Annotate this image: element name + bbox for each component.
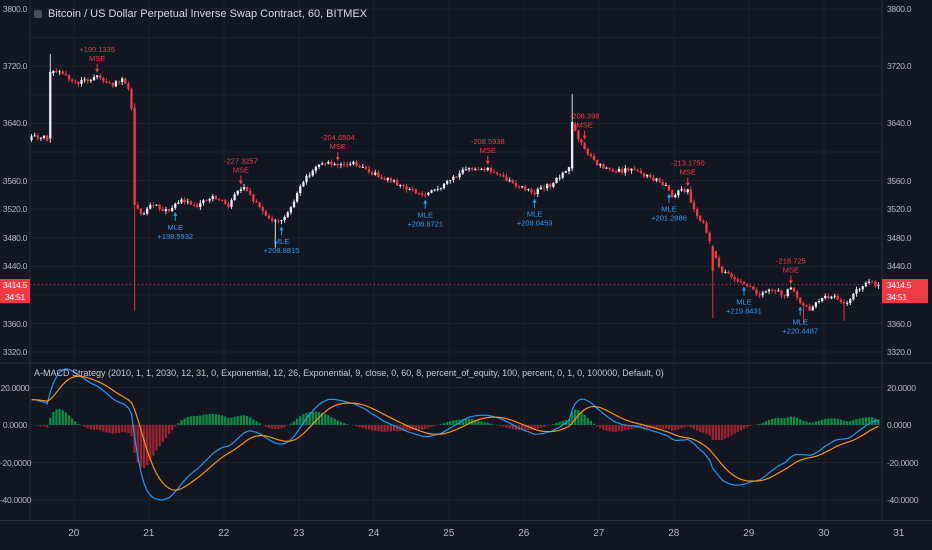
countdown-label-right: 34:51 (882, 290, 928, 303)
axis-tick-label: 3520.0 (2, 204, 28, 215)
trade-marker-long-value: +201.2886 (651, 213, 687, 222)
axis-tick-label: 3480.0 (2, 232, 28, 243)
last-price-label-left: 3414.5 (0, 278, 30, 291)
time-tick-label: 21 (143, 528, 155, 539)
trade-marker-short-label: MSE (576, 121, 592, 130)
axis-tick-label: -40.0000 (0, 495, 32, 505)
axis-tick-label: -20.0000 (887, 457, 919, 468)
time-tick-label: 20 (68, 528, 80, 539)
axis-tick-label: 3320.0 (887, 347, 912, 358)
axis-tick-label: 3640.0 (887, 118, 912, 129)
trade-marker-short-label: MSE (330, 142, 346, 151)
axis-tick-label: 3800.0 (887, 4, 912, 14)
axis-tick-label: 20.0000 (887, 382, 916, 393)
axis-tick-label: 3720.0 (2, 61, 28, 72)
trade-marker-long-label: MLE (418, 211, 433, 220)
trade-marker-short-label: MSE (233, 166, 249, 175)
time-tick-label: 22 (218, 528, 230, 539)
trade-marker-long-value: +208.8815 (264, 246, 300, 255)
time-tick-label: 26 (518, 528, 530, 539)
axis-tick-label: 3800.0 (2, 4, 28, 14)
time-tick-label: 27 (593, 528, 605, 539)
axis-tick-label: 20.0000 (0, 382, 30, 393)
indicator-title-text: A-MACD Strategy (2010, 1, 1, 2030, 12, 3… (34, 368, 664, 378)
axis-tick-label: 0.0000 (887, 420, 912, 430)
time-tick-label: 29 (743, 528, 755, 539)
time-tick-label: 30 (818, 528, 830, 539)
trade-marker-short-value: -208.5938 (471, 137, 505, 146)
trade-marker-short-label: MSE (680, 168, 696, 177)
trade-marker-short-value: -213.1750 (671, 159, 705, 168)
axis-tick-label: 3720.0 (887, 61, 912, 72)
price-axis-right[interactable]: 3800.0 3720.0 3640.0 3560.0 3520.0 3480.0 3440… (882, 0, 932, 520)
trade-marker-long-label: MLE (736, 297, 751, 306)
symbol-title-text: Bitcoin / US Dollar Perpetual Inverse Sw… (48, 8, 368, 20)
time-tick-label: 28 (668, 528, 680, 539)
axis-tick-label: -20.0000 (0, 457, 32, 468)
axis-tick-label: 3360.0 (887, 318, 912, 329)
axis-tick-label: 0.0000 (2, 420, 28, 430)
trade-marker-short-value: -208.398 (570, 112, 600, 121)
time-tick-label: 24 (368, 528, 380, 539)
axis-tick-label: 3440.0 (887, 261, 912, 272)
trade-marker-short-value: -204.6504 (321, 133, 355, 142)
trade-marker-long-label: MLE (527, 210, 542, 219)
axis-tick-label: 3520.0 (887, 204, 912, 215)
indicator-title[interactable]: A-MACD Strategy (2010, 1, 1, 2030, 12, 3… (34, 368, 664, 378)
trade-marker-short-value: -227.3257 (224, 157, 258, 166)
axis-tick-label: 3640.0 (2, 118, 28, 129)
symbol-logo-icon (34, 10, 42, 18)
trade-marker-long-label: MLE (274, 237, 289, 246)
trade-marker-short-value: -218.725 (776, 256, 806, 265)
trade-marker-long-label: MLE (793, 317, 808, 326)
time-axis[interactable]: 20 21 22 23 24 25 26 27 28 29 30 31 (0, 520, 932, 550)
axis-tick-label: -40.0000 (887, 495, 919, 505)
symbol-title[interactable]: Bitcoin / US Dollar Perpetual Inverse Sw… (34, 8, 367, 20)
trade-marker-long-label: MLE (661, 204, 676, 213)
last-price-label-right: 3414.5 (882, 278, 928, 291)
trade-marker-short-label: MSE (480, 146, 496, 155)
trade-marker-short-label: MSE (89, 54, 105, 63)
trade-marker-long-value: +209.0459 (517, 219, 553, 228)
trade-marker-long-value: +219.8431 (726, 306, 762, 315)
time-tick-label: 23 (293, 528, 305, 539)
trade-marker-long-value: +220.4487 (782, 326, 818, 335)
axis-tick-label: 3560.0 (2, 175, 28, 186)
axis-tick-label: 3320.0 (2, 347, 28, 358)
countdown-label-left: 34:51 (0, 290, 30, 303)
trade-marker-long-value: +208.8721 (407, 220, 443, 229)
axis-tick-label: 3440.0 (2, 261, 28, 272)
time-tick-label: 25 (443, 528, 455, 539)
trade-marker-short-label: MSE (783, 265, 799, 274)
axis-tick-label: 3560.0 (887, 175, 912, 186)
axis-tick-label: 3360.0 (2, 318, 28, 329)
price-axis-left[interactable]: 3800.0 3720.0 3640.0 3560.0 3520.0 3480.0 3440… (0, 0, 32, 520)
trade-marker-short-value: +190.1335 (79, 45, 115, 54)
time-tick-label: 31 (893, 528, 905, 539)
trade-marker-long-value: +198.5932 (157, 232, 193, 241)
axis-tick-label: 3480.0 (887, 232, 912, 243)
trade-marker-long-label: MLE (168, 223, 183, 232)
